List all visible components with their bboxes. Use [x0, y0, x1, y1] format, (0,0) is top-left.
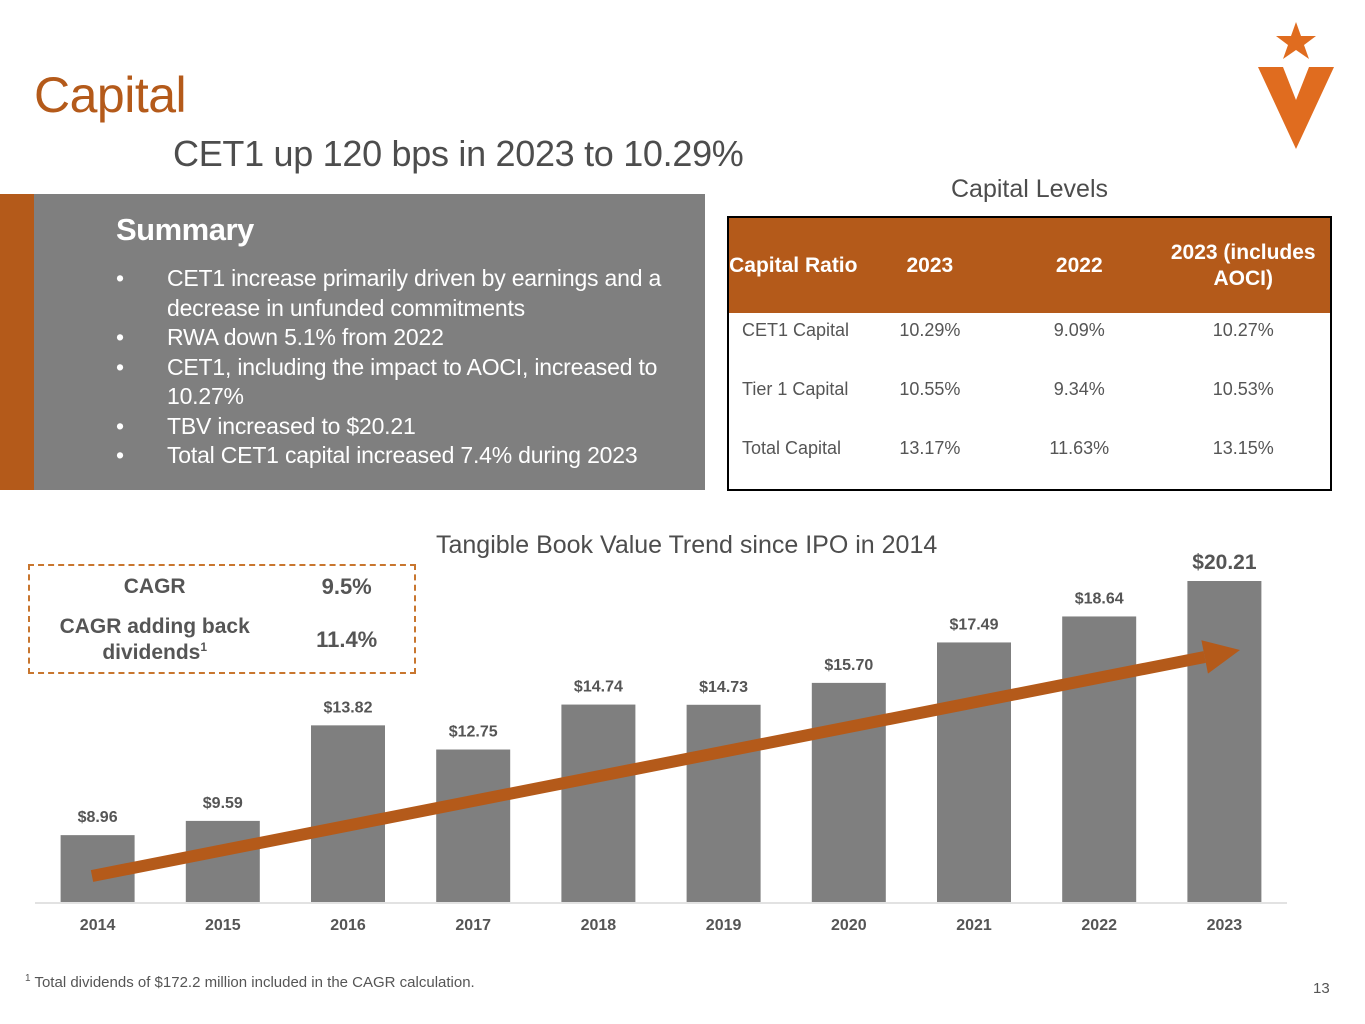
footnote-marker: 1	[200, 640, 208, 654]
cagr-value: 9.5%	[321, 574, 372, 599]
cagr-value: 11.4%	[316, 627, 378, 652]
bar-2023	[1187, 581, 1262, 902]
x-tick-2015: 2015	[205, 917, 241, 934]
summary-item: • CET1 increase primarily driven by earni…	[116, 265, 662, 321]
cagr-label: CAGR	[123, 575, 186, 598]
bullet-icon: •	[116, 412, 124, 439]
x-tick-2017: 2017	[455, 917, 491, 934]
bar-2022	[1062, 616, 1137, 902]
data-label-2014: $8.96	[78, 809, 118, 826]
x-tick-2023: 2023	[1207, 917, 1243, 934]
header-2023-aoci: 2023 (includes AOCI)	[1156, 217, 1331, 313]
table-row: Tier 1 Capital 10.55% 9.34% 10.53%	[728, 372, 1331, 431]
cell-value: 13.17%	[899, 438, 961, 458]
logo-star	[1276, 22, 1316, 59]
x-tick-2022: 2022	[1081, 917, 1117, 934]
cell-value: 10.53%	[1212, 379, 1274, 399]
cell-value: 10.29%	[899, 320, 961, 340]
bullet-icon: •	[116, 442, 124, 468]
footnote-marker: 1	[25, 973, 31, 984]
star-v-logo-icon	[1258, 22, 1334, 149]
bar-2020	[811, 682, 886, 902]
cell-value: 9.09%	[1053, 320, 1105, 340]
cell-value: 10.55%	[899, 379, 961, 399]
bullet-icon: •	[116, 353, 124, 380]
cagr-label: CAGR adding back dividends1	[59, 615, 250, 664]
summary-list: • CET1 increase primarily driven by earni…	[116, 264, 696, 471]
table-row: CET1 Capital 10.29% 9.09% 10.27%	[728, 313, 1331, 372]
page-title: Capital	[34, 67, 187, 123]
x-tick-2020: 2020	[831, 917, 867, 934]
data-label-2020: $15.70	[824, 657, 873, 674]
bar-2021	[937, 642, 1011, 902]
page-subtitle: CET1 up 120 bps in 2023 to 10.29%	[173, 133, 744, 174]
cagr-box: CAGR 9.5% CAGR adding back dividends1 11…	[28, 564, 416, 674]
cell-value: 11.63%	[1049, 438, 1110, 458]
summary-item: • CET1, including the impact to AOCI, inc…	[116, 353, 658, 410]
cell-value: 10.27%	[1212, 320, 1274, 340]
bar-2017	[436, 749, 511, 902]
row-label: Total Capital	[742, 438, 842, 458]
trend-arrow-shaft	[90, 651, 1206, 882]
summary-item: • Total CET1 capital increased 7.4% durin…	[116, 441, 696, 471]
trend-arrow-head-icon	[1201, 640, 1240, 674]
summary-panel: Summary • CET1 increase primarily driven …	[34, 194, 705, 490]
cagr-row: CAGR 9.5%	[30, 572, 414, 602]
x-tick-2014: 2014	[80, 917, 116, 934]
logo-v	[1258, 67, 1334, 149]
bar-2019	[686, 704, 761, 902]
data-label-2022: $18.64	[1075, 590, 1124, 607]
chart-title: Tangible Book Value Trend since IPO in 2…	[436, 531, 938, 559]
capital-levels-table: Capital Ratio 2023 2022 2023 (includes A…	[727, 216, 1332, 491]
bullet-icon: •	[116, 324, 124, 350]
summary-heading: Summary	[116, 212, 254, 247]
trend-arrow-layer	[90, 640, 1240, 882]
x-tick-2016: 2016	[330, 917, 366, 934]
summary-item: • RWA down 5.1% from 2022	[116, 323, 696, 353]
bullet-icon: •	[116, 265, 124, 291]
data-label-2018: $14.74	[574, 679, 623, 696]
table-header-row: Capital Ratio 2023 2022 2023 (includes A…	[728, 217, 1331, 313]
header-2022: 2022	[1002, 217, 1157, 313]
capital-levels-title: Capital Levels	[950, 175, 1109, 203]
summary-accent-bar	[0, 194, 34, 490]
row-label: Tier 1 Capital	[742, 379, 849, 399]
data-label-2021: $17.49	[950, 616, 999, 633]
bar-2016	[311, 725, 385, 902]
x-tick-labels: 2014 2015 2016 2017 2018 2019 2020 2021 2022 2023	[80, 917, 1242, 934]
x-tick-2021: 2021	[956, 917, 992, 934]
data-label-2017: $12.75	[449, 724, 498, 741]
header-capital-ratio: Capital Ratio	[728, 217, 858, 313]
bar-2014	[60, 835, 135, 902]
bar-2018	[561, 704, 636, 902]
data-label-2016: $13.82	[324, 699, 373, 716]
bar-2015	[185, 820, 260, 902]
cagr-row: CAGR adding back dividends1 11.4%	[30, 612, 414, 668]
cell-value: 13.15%	[1212, 438, 1274, 458]
row-label: CET1 Capital	[742, 320, 850, 340]
data-label-2015: $9.59	[203, 795, 243, 812]
summary-item: • TBV increased to $20.21	[116, 412, 696, 442]
x-tick-2018: 2018	[581, 917, 617, 934]
cell-value: 9.34%	[1053, 379, 1105, 399]
x-tick-2019: 2019	[706, 917, 742, 934]
data-label-2023: $20.21	[1192, 551, 1257, 574]
data-label-2019: $14.73	[699, 679, 748, 696]
page-number: 13	[1313, 980, 1330, 997]
table-row: Total Capital 13.17% 11.63% 13.15%	[728, 431, 1331, 490]
header-2023: 2023	[857, 217, 1003, 313]
footnote: 1 Total dividends of $172.2 million incl…	[25, 973, 475, 992]
